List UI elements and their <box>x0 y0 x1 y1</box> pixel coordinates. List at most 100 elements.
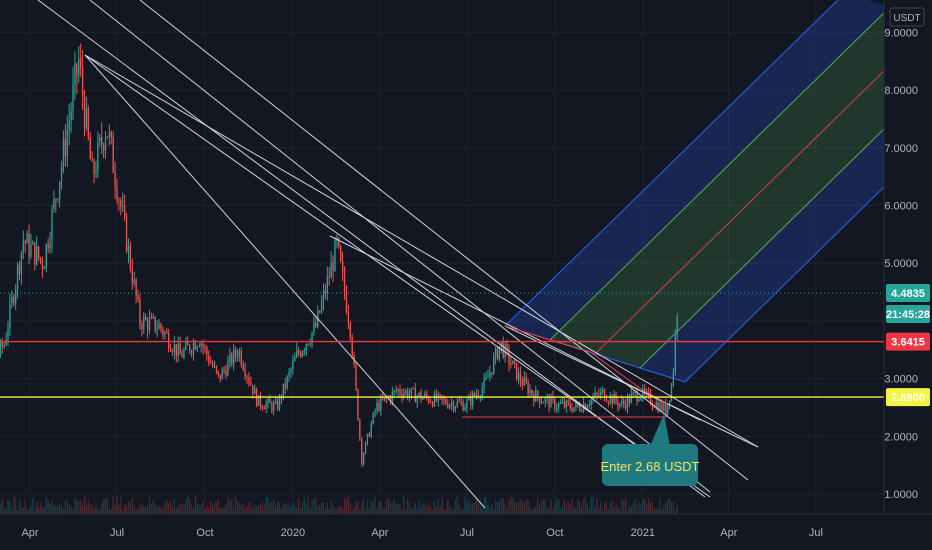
candle-body <box>7 327 9 339</box>
candle-body <box>332 262 334 272</box>
volume-bar <box>313 499 315 514</box>
volume-bar <box>196 503 198 514</box>
x-tick-label: Jul <box>460 527 474 539</box>
volume-bar <box>405 509 407 514</box>
volume-bar <box>125 505 128 514</box>
unit-label-box <box>889 7 925 27</box>
volume-bar <box>290 506 292 514</box>
candle-body <box>303 350 306 352</box>
candle-body <box>99 136 101 142</box>
entry-callout-pointer <box>650 414 670 446</box>
volume-bar <box>118 504 120 514</box>
candle-body <box>30 244 32 257</box>
candle-body <box>586 406 589 409</box>
volume-bar <box>110 509 112 514</box>
volume-bar <box>127 500 130 514</box>
volume-bar <box>362 498 365 514</box>
volume-bar <box>181 503 183 514</box>
volume-bar <box>500 497 502 514</box>
volume-bar <box>278 503 281 514</box>
candle-body <box>47 244 49 249</box>
volume-bar <box>288 502 290 514</box>
candle-body <box>389 396 392 402</box>
volume-bar <box>531 509 533 514</box>
candle-body <box>341 261 344 273</box>
volume-bar <box>227 497 229 514</box>
candle-body <box>263 408 265 410</box>
volume-bar <box>447 499 449 514</box>
volume-bar <box>122 509 124 514</box>
candle-body <box>510 363 512 365</box>
volume-bar <box>55 505 57 514</box>
volume-bar <box>91 505 93 514</box>
x-tick-label: Oct <box>546 527 563 539</box>
volume-bar <box>674 509 676 514</box>
candle-body <box>494 348 497 358</box>
candle-body <box>475 394 478 397</box>
volume-bar <box>320 502 323 514</box>
volume-bar <box>567 501 569 514</box>
candle-body <box>315 322 317 327</box>
candle-body <box>162 328 164 335</box>
volume-bar <box>49 503 51 514</box>
volume-bar <box>99 509 101 514</box>
volume-bar <box>236 500 239 514</box>
volume-bar <box>644 498 646 514</box>
candle-body <box>624 403 627 409</box>
candle-body <box>485 377 487 379</box>
time-axis[interactable]: Apr Jul Oct 2020 Apr Jul Oct 2021 Apr Jul <box>0 513 932 539</box>
trendline <box>84 54 711 498</box>
candle-body <box>106 136 109 138</box>
candle-body <box>97 141 99 173</box>
candle-body <box>670 385 673 401</box>
volume-bar <box>317 506 319 514</box>
candle-body <box>156 328 158 331</box>
volume-bar <box>104 497 107 514</box>
volume-bar <box>47 500 49 514</box>
volume-bar <box>602 509 604 514</box>
volume-bar <box>510 497 512 514</box>
volume-bar <box>452 509 455 514</box>
candlestick-series <box>0 43 678 467</box>
volume-bar <box>667 499 669 514</box>
volume-bar <box>183 504 185 514</box>
candle-body <box>14 288 17 304</box>
candle-body <box>428 397 430 403</box>
candle-body <box>621 400 623 404</box>
volume-bar <box>424 502 426 514</box>
candle-body <box>320 301 323 313</box>
volume-bar <box>366 499 369 514</box>
volume-bar <box>615 503 617 514</box>
candle-body <box>410 388 413 395</box>
volume-bar <box>565 505 568 514</box>
volume-bar <box>340 506 342 514</box>
volume-bar <box>238 503 241 514</box>
candle-body <box>85 108 88 129</box>
volume-bar <box>34 509 36 514</box>
candle-body <box>3 344 5 348</box>
candle-body <box>66 130 68 157</box>
candle-body <box>208 354 210 363</box>
candle-body <box>525 377 527 383</box>
volume-bar <box>116 496 118 514</box>
candle-body <box>296 350 298 358</box>
candle-body <box>487 376 489 378</box>
volume-bar <box>146 506 149 514</box>
pitchfork-median-line <box>594 23 932 355</box>
candle-body <box>617 401 619 407</box>
candle-body <box>187 342 189 346</box>
candle-body <box>93 161 95 174</box>
volume-bar <box>156 506 158 514</box>
price-axis[interactable]: 9.0000 8.0000 7.0000 6.0000 5.0000 3.0000 2.00… <box>883 0 932 550</box>
candle-body <box>519 372 522 383</box>
volume-bar <box>250 501 252 514</box>
volume-bar <box>638 501 640 514</box>
volume-bar <box>439 505 441 514</box>
volume-bar <box>464 496 466 514</box>
volume-bar <box>1 498 3 514</box>
volume-bar <box>676 504 678 514</box>
volume-bar <box>131 497 133 514</box>
candle-body <box>433 393 436 406</box>
volume-bar <box>619 508 621 514</box>
